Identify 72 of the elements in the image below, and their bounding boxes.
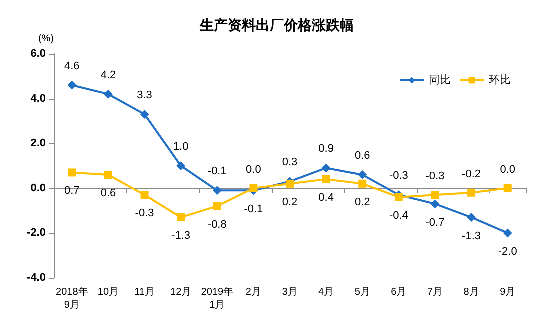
data-label: 4.2 <box>100 69 116 82</box>
point <box>104 170 112 179</box>
x-tick-label: 9月 <box>500 287 516 298</box>
x-tick-label: 7月 <box>427 287 444 298</box>
data-label: 1.0 <box>173 141 189 153</box>
point <box>176 162 186 170</box>
data-label: -0.1 <box>208 166 227 178</box>
x-tick-label: 12月 <box>170 287 192 298</box>
point <box>177 214 186 222</box>
data-label: -0.3 <box>389 170 408 182</box>
x-tick-label: 10月 <box>98 287 120 298</box>
data-label: 0.7 <box>64 185 80 198</box>
data-label: 4.6 <box>64 60 80 72</box>
point <box>430 200 440 209</box>
y-tick-label: 2.0 <box>30 138 46 150</box>
data-label: -0.2 <box>462 168 482 180</box>
point <box>68 168 76 177</box>
point <box>104 90 113 99</box>
y-tick-label: 6.0 <box>30 48 46 60</box>
data-label: 0.2 <box>282 196 298 208</box>
data-label: 0.0 <box>500 164 516 176</box>
point <box>503 228 512 238</box>
data-label: 0.6 <box>354 150 370 162</box>
data-label: 0.0 <box>246 164 262 176</box>
data-label: 0.2 <box>354 196 370 208</box>
x-tick-label: 5月 <box>354 287 370 298</box>
x-tick-label: 8月 <box>464 287 480 298</box>
point <box>394 193 403 202</box>
point <box>68 80 77 90</box>
point <box>140 110 150 119</box>
point <box>467 213 476 222</box>
point <box>504 184 512 192</box>
x-tick-label: 11月 <box>134 287 155 298</box>
data-label: -1.3 <box>172 230 191 242</box>
x-tick-label: 2019年 1月 <box>201 286 234 311</box>
point <box>431 191 440 200</box>
data-label: 0.3 <box>282 156 298 169</box>
point <box>286 180 294 188</box>
data-label: -0.7 <box>426 217 445 230</box>
data-label: -2.0 <box>498 246 518 258</box>
point <box>358 170 368 180</box>
y-tick-label: 0.0 <box>30 182 46 194</box>
data-label: -0.4 <box>389 210 408 222</box>
x-tick-label: 4月 <box>318 287 334 298</box>
data-label: 0.9 <box>318 143 334 156</box>
x-tick-label: 3月 <box>282 287 298 298</box>
y-tick-label: -4.0 <box>27 272 46 284</box>
data-label: 3.3 <box>137 89 152 102</box>
y-axis-title: (%) <box>38 34 54 44</box>
point <box>322 175 330 184</box>
y-tick-label: -2.0 <box>27 227 46 240</box>
point <box>212 186 222 196</box>
point <box>213 202 222 210</box>
point <box>322 164 331 173</box>
y-tick-label: 4.0 <box>30 92 46 105</box>
data-label: -0.3 <box>426 170 445 183</box>
point <box>358 180 367 188</box>
legend-label: 同比 <box>429 74 451 86</box>
point <box>468 188 476 197</box>
data-label: 0.4 <box>318 192 334 204</box>
point <box>140 191 149 200</box>
data-label: -1.3 <box>462 230 482 243</box>
x-tick-label: 2月 <box>246 287 262 298</box>
chart-title: 生产资料出厂价格涨跌幅 <box>199 17 354 34</box>
legend-label: 环比 <box>489 74 511 86</box>
x-tick-label: 6月 <box>391 287 407 298</box>
data-label: -0.1 <box>244 204 264 216</box>
data-label: 0.6 <box>100 187 116 200</box>
data-label: -0.3 <box>135 208 154 220</box>
point <box>250 184 258 192</box>
x-tick-label: 2018年 9月 <box>56 286 88 311</box>
data-label: -0.8 <box>208 218 227 231</box>
